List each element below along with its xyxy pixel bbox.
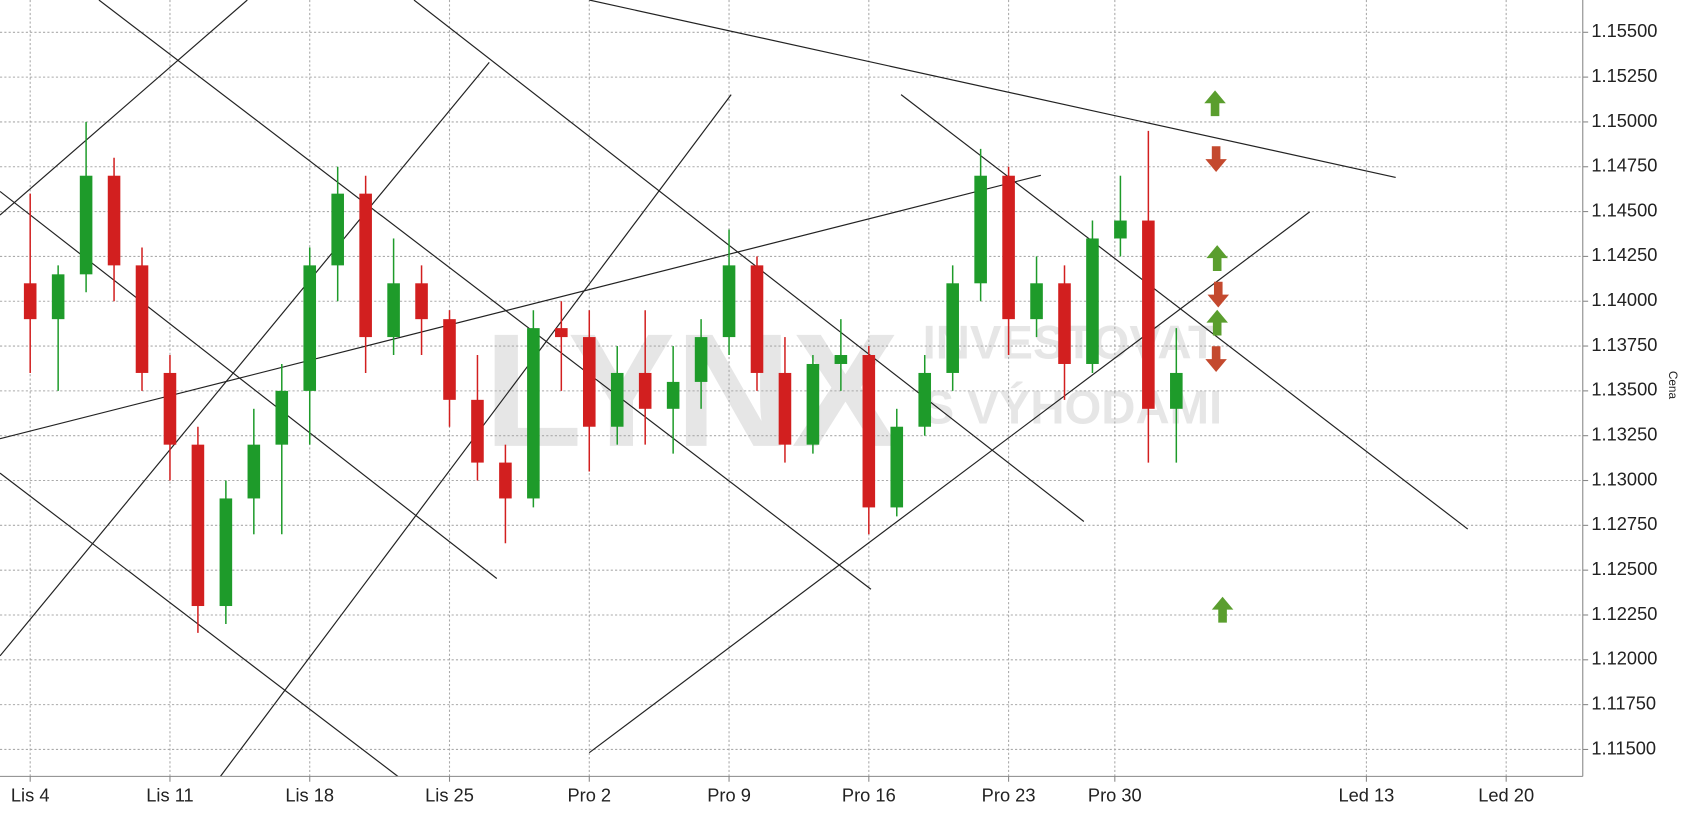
x-tick-label: Pro 16 xyxy=(842,785,896,806)
candle-body xyxy=(303,265,317,391)
y-tick-label: 1.12250 xyxy=(1591,603,1657,624)
candle-body xyxy=(527,328,540,499)
candle-body xyxy=(79,175,93,275)
candle-body xyxy=(163,372,177,445)
candle-body xyxy=(862,355,876,508)
candle-body xyxy=(555,328,568,338)
candle-body xyxy=(722,265,736,338)
sell-arrow xyxy=(1205,146,1227,173)
x-tick-label: Lis 25 xyxy=(425,785,474,806)
buy-arrow xyxy=(1206,309,1228,336)
x-tick-label: Led 20 xyxy=(1478,785,1534,806)
candle-body xyxy=(471,399,484,463)
candle-body xyxy=(1114,220,1127,239)
buy-arrow xyxy=(1206,245,1228,271)
candle-body xyxy=(834,355,848,364)
trend-line xyxy=(0,0,248,216)
candle-body xyxy=(191,444,205,607)
buy-arrow xyxy=(1211,596,1234,623)
x-tick-label: Lis 18 xyxy=(285,785,334,806)
candle-body xyxy=(443,319,456,400)
y-tick-label: 1.15500 xyxy=(1591,20,1657,41)
watermark-logo: LYNX xyxy=(484,301,899,481)
candle-body xyxy=(51,274,65,320)
x-tick-label: Led 13 xyxy=(1338,785,1394,806)
x-tick-label: Pro 23 xyxy=(982,785,1036,806)
y-tick-label: 1.14750 xyxy=(1591,155,1657,176)
y-tick-label: 1.13500 xyxy=(1591,379,1657,400)
y-tick-label: 1.12000 xyxy=(1591,648,1657,669)
candle-body xyxy=(778,372,792,445)
x-tick-label: Pro 30 xyxy=(1088,785,1142,806)
candle-body xyxy=(638,372,652,409)
candle-body xyxy=(247,444,261,499)
x-tick-label: Lis 11 xyxy=(146,785,193,806)
y-tick-label: 1.13750 xyxy=(1591,334,1657,355)
y-tick-label: 1.13250 xyxy=(1591,424,1657,445)
y-tick-label: 1.12500 xyxy=(1591,558,1657,579)
y-axis-label: Cena xyxy=(1666,371,1680,400)
candle-body xyxy=(666,381,680,409)
candle-body xyxy=(415,283,428,320)
y-tick-label: 1.11750 xyxy=(1591,692,1656,713)
y-tick-label: 1.11500 xyxy=(1591,737,1656,758)
trend-line xyxy=(413,0,1085,522)
candles xyxy=(23,121,1183,633)
candle-body xyxy=(135,265,149,373)
candle-body xyxy=(1030,283,1043,320)
candle-body xyxy=(890,426,904,508)
sell-arrow xyxy=(1205,346,1227,373)
candle-body xyxy=(1086,238,1099,364)
candle-body xyxy=(946,283,959,373)
x-tick-label: Pro 9 xyxy=(707,785,751,806)
y-tick-label: 1.14250 xyxy=(1591,244,1657,265)
candle-body xyxy=(387,283,400,338)
candle-body xyxy=(1170,372,1183,409)
y-tick-label: 1.12750 xyxy=(1591,513,1657,534)
y-tick-label: 1.15000 xyxy=(1591,110,1657,131)
y-tick-label: 1.14500 xyxy=(1591,199,1657,220)
trend-line xyxy=(588,211,1311,754)
candle-body xyxy=(582,337,596,427)
candle-body xyxy=(275,390,289,445)
candle-body xyxy=(499,462,512,499)
trend-line xyxy=(0,62,490,657)
trend-line xyxy=(900,94,1469,530)
x-tick-label: Pro 2 xyxy=(567,785,611,806)
candle-body xyxy=(331,193,344,266)
candle-body xyxy=(610,372,624,427)
trend-line xyxy=(589,0,1396,179)
y-tick-label: 1.14000 xyxy=(1591,289,1657,310)
candle-body xyxy=(1058,283,1071,364)
x-tick-label: Lis 4 xyxy=(11,785,50,806)
candle-body xyxy=(1142,220,1155,409)
buy-arrow xyxy=(1204,90,1226,117)
candle-body xyxy=(359,193,372,338)
trend-line xyxy=(0,472,399,777)
candle-body xyxy=(974,175,987,284)
candle-body xyxy=(1002,175,1015,320)
y-tick-label: 1.15250 xyxy=(1591,65,1657,86)
candle-body xyxy=(806,363,820,445)
trend-line xyxy=(98,0,872,590)
trend-line xyxy=(0,190,498,579)
candle-body xyxy=(23,283,37,320)
y-tick-label: 1.13000 xyxy=(1591,468,1657,489)
candle-body xyxy=(694,337,708,382)
candle-body xyxy=(750,265,764,373)
candle-body xyxy=(918,372,932,427)
candle-body xyxy=(107,175,121,266)
candle-body xyxy=(219,498,233,607)
